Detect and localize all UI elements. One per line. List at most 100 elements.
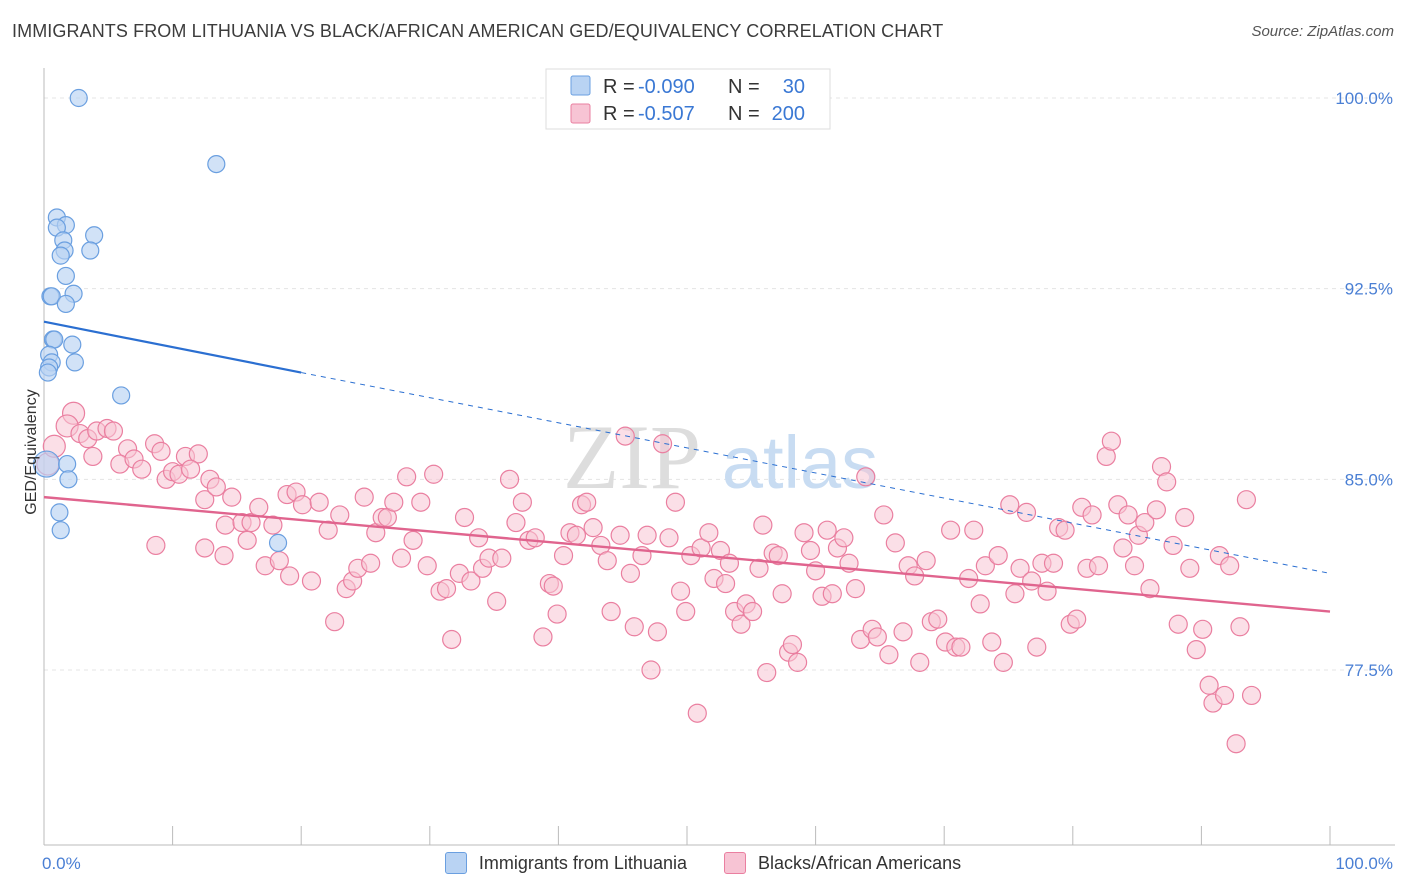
point-blacks — [354, 487, 374, 507]
point-lithuania — [38, 363, 57, 382]
point-blacks — [715, 573, 736, 594]
stats-n-label: N = — [728, 103, 760, 125]
stats-legend-frame — [545, 68, 831, 130]
point-blacks — [499, 469, 520, 489]
point-blacks — [525, 528, 545, 548]
stats-r-label: R = — [603, 103, 635, 125]
point-blacks — [215, 515, 235, 535]
point-blacks — [1157, 472, 1177, 492]
point-blacks — [637, 525, 657, 545]
watermark-zip: ZIP — [563, 406, 701, 508]
point-blacks — [1168, 614, 1188, 634]
point-blacks — [1230, 617, 1250, 637]
point-lithuania — [56, 266, 75, 286]
chart-source: Source: ZipAtlas.com — [1251, 23, 1394, 40]
trend-line-blacks — [43, 495, 1331, 613]
point-blacks — [411, 492, 431, 512]
point-lithuania — [51, 246, 70, 265]
point-blacks — [845, 579, 866, 599]
point-blacks — [442, 629, 462, 650]
point-blacks — [151, 441, 171, 461]
point-blacks — [687, 703, 707, 723]
point-blacks — [222, 487, 242, 507]
point-lithuania — [56, 294, 75, 314]
point-blacks — [970, 594, 990, 614]
point-blacks — [1016, 502, 1037, 522]
series-blacks-points — [36, 401, 1262, 754]
point-blacks — [1175, 507, 1195, 528]
point-blacks — [1241, 685, 1262, 706]
point-blacks — [461, 571, 481, 591]
legend-label-lithuania: Immigrants from Lithuania — [478, 852, 687, 873]
point-blacks — [1193, 619, 1213, 639]
point-blacks — [1055, 520, 1075, 540]
point-blacks — [817, 520, 837, 540]
point-blacks — [1027, 637, 1047, 657]
point-blacks — [436, 579, 457, 599]
point-blacks — [794, 523, 814, 543]
point-blacks — [547, 604, 567, 624]
point-blacks — [822, 584, 842, 604]
point-blacks — [1214, 685, 1235, 706]
point-blacks — [469, 528, 489, 548]
point-blacks — [583, 518, 603, 538]
point-blacks — [782, 634, 803, 655]
y-tick-label: 100.0% — [1335, 89, 1393, 108]
point-blacks — [188, 444, 208, 464]
y-tick-label: 92.5% — [1345, 280, 1393, 299]
point-blacks — [269, 551, 289, 571]
point-blacks — [487, 591, 507, 611]
point-blacks — [885, 533, 905, 553]
trend-line-lithuania-extension — [301, 372, 1331, 574]
watermark: ZIP atlas — [563, 406, 878, 508]
point-blacks — [318, 520, 338, 540]
point-lithuania — [85, 226, 104, 245]
point-blacks — [988, 545, 1008, 566]
point-blacks — [928, 609, 948, 629]
point-lithuania — [59, 470, 78, 489]
point-blacks — [652, 434, 673, 454]
point-blacks — [874, 505, 894, 525]
point-blacks — [800, 540, 821, 561]
point-blacks — [577, 492, 597, 512]
point-blacks — [424, 464, 444, 484]
x-tick-label: 100.0% — [1335, 854, 1393, 873]
point-blacks — [620, 563, 641, 583]
point-blacks — [83, 446, 103, 467]
point-blacks — [1199, 675, 1219, 695]
legend-item-blacks[interactable]: Blacks/African Americans — [724, 852, 961, 874]
point-blacks — [309, 492, 329, 512]
point-blacks — [659, 528, 679, 548]
point-blacks — [1236, 490, 1257, 510]
point-blacks — [1088, 556, 1109, 576]
point-blacks — [566, 525, 587, 545]
point-blacks — [391, 548, 412, 568]
point-blacks — [916, 551, 936, 571]
stats-r-value: -0.507 — [638, 103, 695, 125]
point-blacks — [292, 495, 313, 515]
y-tick-label: 77.5% — [1345, 661, 1393, 680]
point-blacks — [241, 512, 261, 533]
point-blacks — [181, 459, 201, 479]
stats-r-label: R = — [603, 76, 635, 98]
point-blacks — [1124, 556, 1145, 576]
point-blacks — [301, 571, 322, 591]
point-blacks — [132, 459, 152, 479]
point-blacks — [641, 660, 661, 680]
chart-title: IMMIGRANTS FROM LITHUANIA VS BLACK/AFRIC… — [12, 21, 944, 41]
point-blacks — [512, 492, 532, 512]
point-lithuania — [81, 241, 100, 260]
point-blacks — [787, 652, 808, 672]
point-blacks — [647, 622, 668, 642]
trend-lines — [43, 320, 1331, 613]
point-blacks — [403, 530, 423, 550]
point-blacks — [146, 535, 166, 556]
point-blacks — [975, 556, 995, 576]
legend-item-lithuania[interactable]: Immigrants from Lithuania — [444, 852, 687, 874]
stats-n-label: N = — [728, 76, 760, 98]
point-blacks — [1000, 495, 1020, 515]
point-blacks — [993, 652, 1013, 672]
point-blacks — [772, 584, 792, 604]
point-blacks — [1082, 505, 1102, 525]
